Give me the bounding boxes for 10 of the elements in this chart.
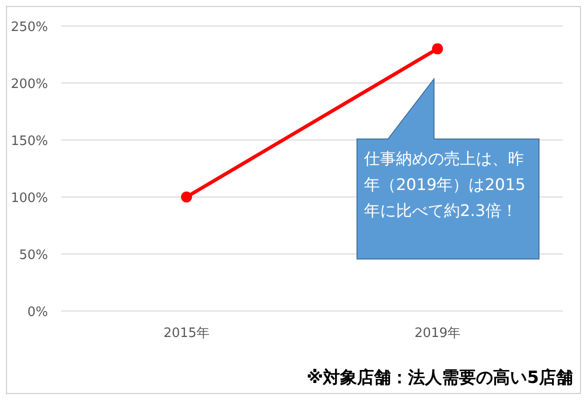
y-tick-label: 200% <box>10 77 48 92</box>
y-tick-label: 150% <box>10 134 48 149</box>
y-tick-label: 100% <box>10 191 48 206</box>
x-tick-label: 2015年 <box>163 326 210 341</box>
x-tick-label: 2019年 <box>414 326 461 341</box>
y-tick-label: 0% <box>27 305 48 320</box>
y-tick-label: 50% <box>19 248 48 263</box>
annotation: 仕事納めの売上は、昨年（2019年）は2015年に比べて約2.3倍！ <box>364 148 526 222</box>
text: ※対象店舗：法人需要の高い5店舗 <box>306 367 573 389</box>
y-tick-label: 250% <box>10 20 48 35</box>
